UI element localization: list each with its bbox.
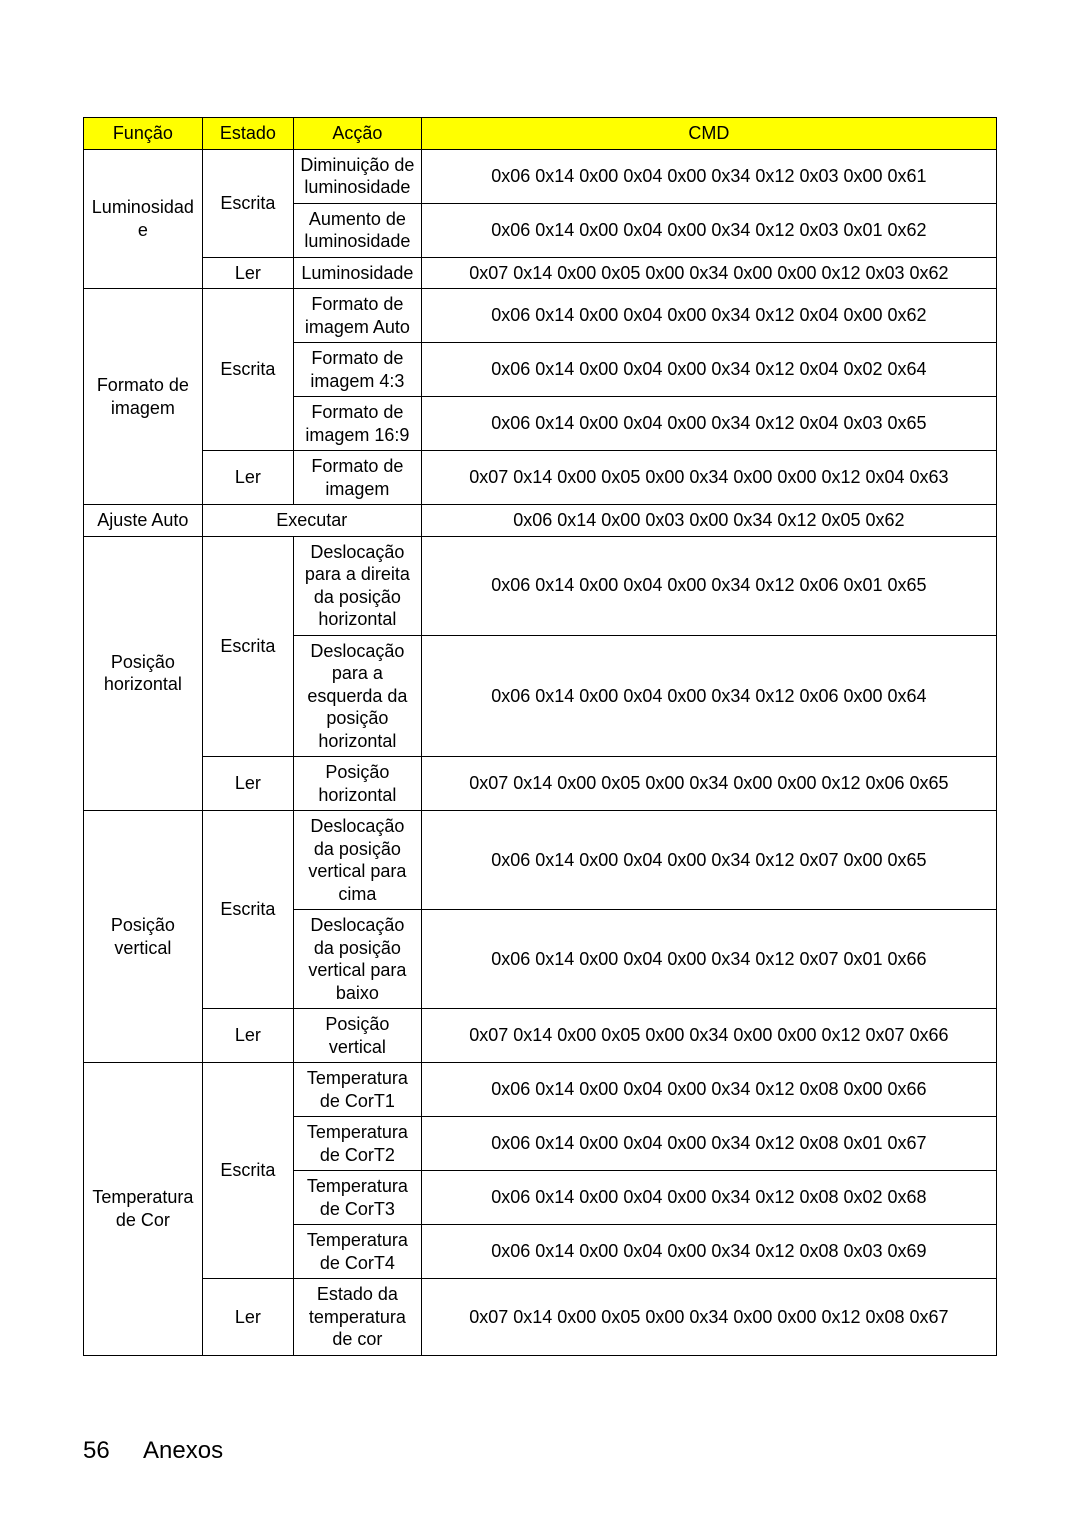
cell-cmd: 0x07 0x14 0x00 0x05 0x00 0x34 0x00 0x00 … bbox=[421, 257, 996, 289]
page-number: 56 bbox=[83, 1437, 110, 1464]
cell-accao: Estado da temperatura de cor bbox=[293, 1279, 421, 1356]
header-accao: Acção bbox=[293, 118, 421, 150]
cell-estado: Escrita bbox=[202, 149, 293, 257]
cell-accao: Deslocação da posição vertical para baix… bbox=[293, 910, 421, 1009]
cell-cmd: 0x06 0x14 0x00 0x04 0x00 0x34 0x12 0x08 … bbox=[421, 1063, 996, 1117]
cell-cmd: 0x06 0x14 0x00 0x04 0x00 0x34 0x12 0x06 … bbox=[421, 635, 996, 757]
cell-accao: Formato de imagem 16:9 bbox=[293, 397, 421, 451]
cell-estado: Ler bbox=[202, 1279, 293, 1356]
table-head: Função Estado Acção CMD bbox=[84, 118, 997, 150]
cell-cmd: 0x07 0x14 0x00 0x05 0x00 0x34 0x00 0x00 … bbox=[421, 757, 996, 811]
cell-estado: Ler bbox=[202, 757, 293, 811]
cell-cmd: 0x07 0x14 0x00 0x05 0x00 0x34 0x00 0x00 … bbox=[421, 1009, 996, 1063]
cell-estado: Ler bbox=[202, 1009, 293, 1063]
cell-cmd: 0x06 0x14 0x00 0x04 0x00 0x34 0x12 0x08 … bbox=[421, 1171, 996, 1225]
cell-accao: Temperatura de CorT4 bbox=[293, 1225, 421, 1279]
cell-accao: Deslocação da posição vertical para cima bbox=[293, 811, 421, 910]
cell-funcao: Ajuste Auto bbox=[84, 505, 203, 537]
cell-funcao: Temperatura de Cor bbox=[84, 1063, 203, 1356]
cell-estado: Escrita bbox=[202, 1063, 293, 1279]
section-title: Anexos bbox=[143, 1437, 223, 1464]
cell-cmd: 0x06 0x14 0x00 0x04 0x00 0x34 0x12 0x06 … bbox=[421, 536, 996, 635]
cell-accao: Posição horizontal bbox=[293, 757, 421, 811]
cell-cmd: 0x07 0x14 0x00 0x05 0x00 0x34 0x00 0x00 … bbox=[421, 451, 996, 505]
header-funcao: Função bbox=[84, 118, 203, 150]
cell-accao: Deslocação para a esquerda da posição ho… bbox=[293, 635, 421, 757]
cell-estado: Escrita bbox=[202, 289, 293, 451]
table-row: LuminosidadeEscritaDiminuição de luminos… bbox=[84, 149, 997, 203]
table-row: Temperatura de CorEscritaTemperatura de … bbox=[84, 1063, 997, 1117]
cell-estado-accao: Executar bbox=[202, 505, 421, 537]
cell-cmd: 0x06 0x14 0x00 0x04 0x00 0x34 0x12 0x04 … bbox=[421, 397, 996, 451]
table-row: LerEstado da temperatura de cor0x07 0x14… bbox=[84, 1279, 997, 1356]
cell-accao: Luminosidade bbox=[293, 257, 421, 289]
header-estado: Estado bbox=[202, 118, 293, 150]
cell-accao: Temperatura de CorT3 bbox=[293, 1171, 421, 1225]
table-row: LerFormato de imagem0x07 0x14 0x00 0x05 … bbox=[84, 451, 997, 505]
cell-cmd: 0x06 0x14 0x00 0x04 0x00 0x34 0x12 0x03 … bbox=[421, 149, 996, 203]
header-cmd: CMD bbox=[421, 118, 996, 150]
cell-cmd: 0x06 0x14 0x00 0x04 0x00 0x34 0x12 0x04 … bbox=[421, 289, 996, 343]
cell-accao: Temperatura de CorT1 bbox=[293, 1063, 421, 1117]
cell-cmd: 0x07 0x14 0x00 0x05 0x00 0x34 0x00 0x00 … bbox=[421, 1279, 996, 1356]
table-row: LerLuminosidade0x07 0x14 0x00 0x05 0x00 … bbox=[84, 257, 997, 289]
cell-accao: Formato de imagem 4:3 bbox=[293, 343, 421, 397]
cell-accao: Formato de imagem bbox=[293, 451, 421, 505]
cell-cmd: 0x06 0x14 0x00 0x04 0x00 0x34 0x12 0x07 … bbox=[421, 811, 996, 910]
table-row: Formato de imagemEscritaFormato de image… bbox=[84, 289, 997, 343]
cell-accao: Formato de imagem Auto bbox=[293, 289, 421, 343]
cell-estado: Ler bbox=[202, 451, 293, 505]
table-row: Posição verticalEscritaDeslocação da pos… bbox=[84, 811, 997, 910]
cell-accao: Deslocação para a direita da posição hor… bbox=[293, 536, 421, 635]
cell-estado: Escrita bbox=[202, 536, 293, 757]
cell-accao: Aumento de luminosidade bbox=[293, 203, 421, 257]
cell-funcao: Posição horizontal bbox=[84, 536, 203, 811]
table-body: LuminosidadeEscritaDiminuição de luminos… bbox=[84, 149, 997, 1355]
cell-cmd: 0x06 0x14 0x00 0x04 0x00 0x34 0x12 0x08 … bbox=[421, 1117, 996, 1171]
cell-accao: Posição vertical bbox=[293, 1009, 421, 1063]
cell-estado: Escrita bbox=[202, 811, 293, 1009]
table-row: LerPosição vertical0x07 0x14 0x00 0x05 0… bbox=[84, 1009, 997, 1063]
command-table: Função Estado Acção CMD LuminosidadeEscr… bbox=[83, 117, 997, 1356]
cell-accao: Temperatura de CorT2 bbox=[293, 1117, 421, 1171]
page: Função Estado Acção CMD LuminosidadeEscr… bbox=[0, 0, 1080, 1530]
cell-funcao: Formato de imagem bbox=[84, 289, 203, 505]
cell-accao: Diminuição de luminosidade bbox=[293, 149, 421, 203]
cell-funcao: Luminosidade bbox=[84, 149, 203, 289]
cell-cmd: 0x06 0x14 0x00 0x04 0x00 0x34 0x12 0x04 … bbox=[421, 343, 996, 397]
table-row: Ajuste AutoExecutar0x06 0x14 0x00 0x03 0… bbox=[84, 505, 997, 537]
cell-funcao: Posição vertical bbox=[84, 811, 203, 1063]
table-row: Posição horizontalEscritaDeslocação para… bbox=[84, 536, 997, 635]
cell-cmd: 0x06 0x14 0x00 0x04 0x00 0x34 0x12 0x07 … bbox=[421, 910, 996, 1009]
header-row: Função Estado Acção CMD bbox=[84, 118, 997, 150]
cell-estado: Ler bbox=[202, 257, 293, 289]
cell-cmd: 0x06 0x14 0x00 0x04 0x00 0x34 0x12 0x08 … bbox=[421, 1225, 996, 1279]
table-row: LerPosição horizontal0x07 0x14 0x00 0x05… bbox=[84, 757, 997, 811]
page-footer: 56 Anexos bbox=[83, 1437, 223, 1465]
cell-cmd: 0x06 0x14 0x00 0x04 0x00 0x34 0x12 0x03 … bbox=[421, 203, 996, 257]
cell-cmd: 0x06 0x14 0x00 0x03 0x00 0x34 0x12 0x05 … bbox=[421, 505, 996, 537]
